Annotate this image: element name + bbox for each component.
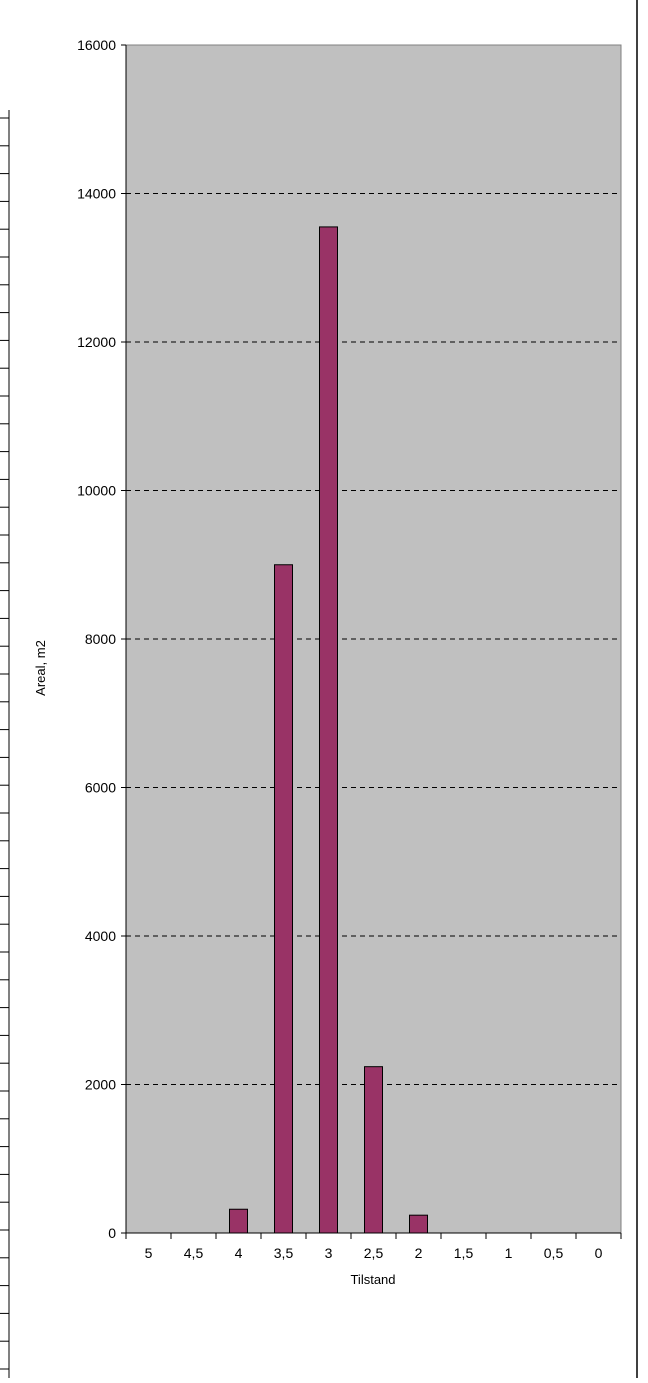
x-tick-label: 0,5 [544, 1245, 564, 1261]
y-tick-label: 8000 [85, 631, 116, 647]
x-axis-title: Tilstand [350, 1272, 395, 1287]
x-tick-label: 2,5 [364, 1245, 384, 1261]
left-edge-ticks [0, 110, 10, 1378]
x-tick-label: 0 [595, 1245, 603, 1261]
y-tick-label: 6000 [85, 780, 116, 796]
y-tick-label: 12000 [77, 334, 116, 350]
x-tick-label: 4,5 [184, 1245, 204, 1261]
x-tick-label: 3 [325, 1245, 333, 1261]
bar-2,5 [364, 1066, 383, 1234]
bar-3 [319, 226, 338, 1234]
x-tick-label: 1,5 [454, 1245, 474, 1261]
y-tick-label: 16000 [77, 37, 116, 53]
x-tick-label: 3,5 [274, 1245, 294, 1261]
x-tick-label: 2 [415, 1245, 423, 1261]
y-axis: 0 2000 4000 6000 8000 10000 12000 14000 16000 [77, 37, 127, 1241]
x-tick-label: 5 [145, 1245, 153, 1261]
y-tick-label: 14000 [77, 186, 116, 202]
y-axis-title: Areal, m2 [33, 640, 48, 696]
x-axis: 5 4,5 4 3,5 3 2,5 2 1,5 1 0,5 0 [125, 1232, 622, 1261]
bars [229, 226, 428, 1234]
bar-4 [229, 1208, 248, 1234]
x-tick-label: 1 [505, 1245, 513, 1261]
bar-2 [409, 1214, 428, 1234]
y-tick-label: 2000 [85, 1077, 116, 1093]
bar-3,5 [274, 564, 293, 1234]
y-tick-label: 4000 [85, 928, 116, 944]
gridlines [126, 193, 621, 1085]
y-tick-label: 10000 [77, 483, 116, 499]
y-tick-label: 0 [108, 1225, 116, 1241]
x-tick-label: 4 [235, 1245, 243, 1261]
